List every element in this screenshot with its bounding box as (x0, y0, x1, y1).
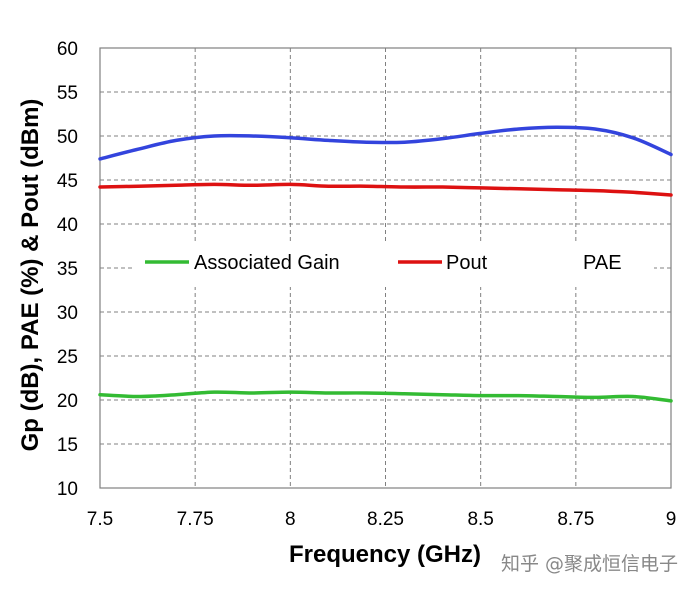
y-tick-label: 20 (57, 391, 78, 412)
legend-label-pout: Pout (446, 252, 488, 274)
series-line-associated-gain (98, 390, 673, 403)
legend: Associated Gain Pout PAE (134, 243, 654, 287)
y-tick-label: 55 (57, 83, 78, 104)
legend-label-associated-gain: Associated Gain (194, 252, 340, 274)
legend-label-pae: PAE (583, 252, 622, 274)
x-tick-label: 8.75 (557, 509, 594, 530)
y-tick-label: 35 (57, 259, 78, 280)
x-tick-label: 9 (666, 509, 677, 530)
series-layer (98, 125, 673, 403)
y-tick-label: 60 (57, 39, 78, 60)
x-tick-label: 8.5 (467, 509, 493, 530)
y-axis-title: Gp (dB), PAE (%) & Pout (dBm) (17, 99, 44, 452)
x-axis-ticks: 7.5 7.75 8 8.25 8.5 8.75 9 (87, 509, 677, 530)
legend-box (134, 243, 654, 287)
watermark: 知乎 @聚成恒信电子 (501, 553, 678, 575)
y-tick-label: 25 (57, 347, 78, 368)
y-tick-label: 15 (57, 435, 78, 456)
x-axis-title: Frequency (GHz) (289, 541, 481, 568)
x-tick-label: 8.25 (367, 509, 404, 530)
series-line-pout (98, 182, 673, 197)
x-tick-label: 7.5 (87, 509, 113, 530)
y-tick-label: 40 (57, 215, 78, 236)
series-line-pae (98, 125, 673, 161)
y-tick-label: 45 (57, 171, 78, 192)
y-axis-ticks: 10 15 20 25 30 35 40 45 50 55 60 (57, 39, 78, 500)
y-tick-label: 50 (57, 127, 78, 148)
plot-area (99, 47, 672, 489)
y-tick-label: 30 (57, 303, 78, 324)
x-tick-label: 7.75 (177, 509, 214, 530)
x-tick-label: 8 (285, 509, 296, 530)
y-tick-label: 10 (57, 479, 78, 500)
